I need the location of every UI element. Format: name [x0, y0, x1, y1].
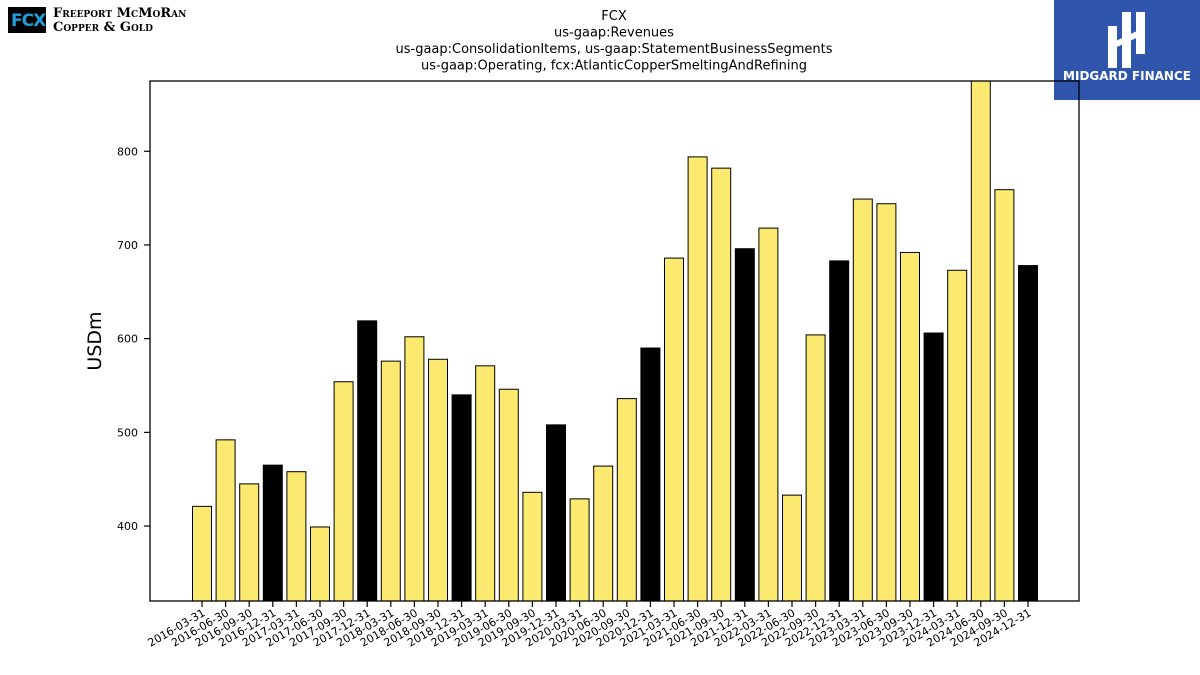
bar-2024-12-31 — [1018, 265, 1038, 601]
midgard-finance-logo: MIDGARD FINANCE — [1054, 0, 1200, 100]
bar-2018-06-30 — [404, 336, 425, 601]
midgard-emblem-bridge — [1110, 29, 1144, 49]
fcx-logo-mark-text: FCX — [11, 11, 46, 31]
bar-2017-03-31 — [286, 471, 307, 601]
bar-2019-06-30 — [498, 388, 519, 601]
bar-2018-12-31 — [451, 394, 472, 601]
bar-2024-03-31 — [947, 269, 968, 601]
fcx-logo-line2: Copper & Gold — [53, 20, 153, 35]
chart-title-line: us-gaap:ConsolidationItems, us-gaap:Stat… — [395, 42, 832, 57]
bar-2017-06-30 — [310, 526, 330, 601]
bar-2022-06-30 — [782, 494, 802, 601]
bar-2024-09-30 — [994, 189, 1015, 601]
bar-2016-03-31 — [192, 505, 212, 601]
chart-title-line: us-gaap:Revenues — [554, 26, 674, 41]
bar-2016-06-30 — [215, 439, 236, 601]
bar-2016-12-31 — [262, 464, 283, 601]
bar-2020-12-31 — [640, 347, 661, 601]
bar-2021-06-30 — [687, 156, 708, 601]
bar-2020-03-31 — [569, 498, 590, 601]
bar-2022-03-31 — [758, 227, 779, 601]
y-tick-label: 500 — [117, 426, 138, 439]
fcx-logo-mark: FCX — [8, 7, 46, 33]
bar-2019-09-30 — [522, 491, 543, 601]
y-axis-label: USDm — [84, 311, 106, 370]
bar-2018-03-31 — [380, 360, 401, 601]
fcx-logo: FCX Freeport McMoRan Copper & Gold — [8, 7, 218, 37]
bar-2017-12-31 — [357, 320, 378, 601]
bar-2016-09-30 — [239, 483, 260, 601]
bar-2017-09-30 — [333, 381, 354, 601]
midgard-finance-label: MIDGARD FINANCE — [1063, 69, 1191, 83]
y-tick-label: 400 — [117, 520, 138, 533]
bar-2024-06-30 — [970, 81, 991, 601]
bar-2023-12-31 — [923, 332, 944, 601]
bar-2023-09-30 — [900, 251, 920, 601]
chart-title-line: us-gaap:Operating, fcx:AtlanticCopperSme… — [421, 59, 807, 74]
plot-frame — [149, 80, 1080, 602]
bar-2019-12-31 — [546, 424, 566, 601]
bar-2020-09-30 — [616, 398, 637, 601]
bar-2019-03-31 — [475, 365, 496, 601]
y-tick-label: 600 — [117, 333, 138, 346]
y-tick-label: 800 — [117, 145, 138, 158]
bar-2021-09-30 — [711, 167, 732, 601]
chart-title-line: FCX — [601, 9, 627, 24]
fcx-logo-line1: Freeport McMoRan — [53, 6, 187, 21]
fcx-logo-words: Freeport McMoRan Copper & Gold — [53, 7, 186, 35]
x-axis: 2016-03-312016-06-302016-09-302016-12-31… — [146, 601, 1034, 650]
bar-2023-03-31 — [852, 198, 873, 601]
midgard-emblem-icon — [1108, 12, 1145, 68]
y-axis: 400 500 600 700 800 — [117, 145, 150, 533]
y-tick-label: 700 — [117, 239, 138, 252]
bar-2020-06-30 — [593, 465, 614, 601]
bar-2022-09-30 — [805, 334, 826, 601]
bar-2018-09-30 — [428, 358, 448, 601]
bar-2021-03-31 — [664, 257, 684, 601]
chart-title: FCX us-gaap:Revenuesus-gaap:Consolidation… — [395, 9, 832, 74]
bar-2023-06-30 — [876, 203, 897, 601]
bar-2021-12-31 — [734, 248, 755, 601]
bar-2022-12-31 — [829, 260, 850, 601]
bars-group — [192, 81, 1038, 601]
